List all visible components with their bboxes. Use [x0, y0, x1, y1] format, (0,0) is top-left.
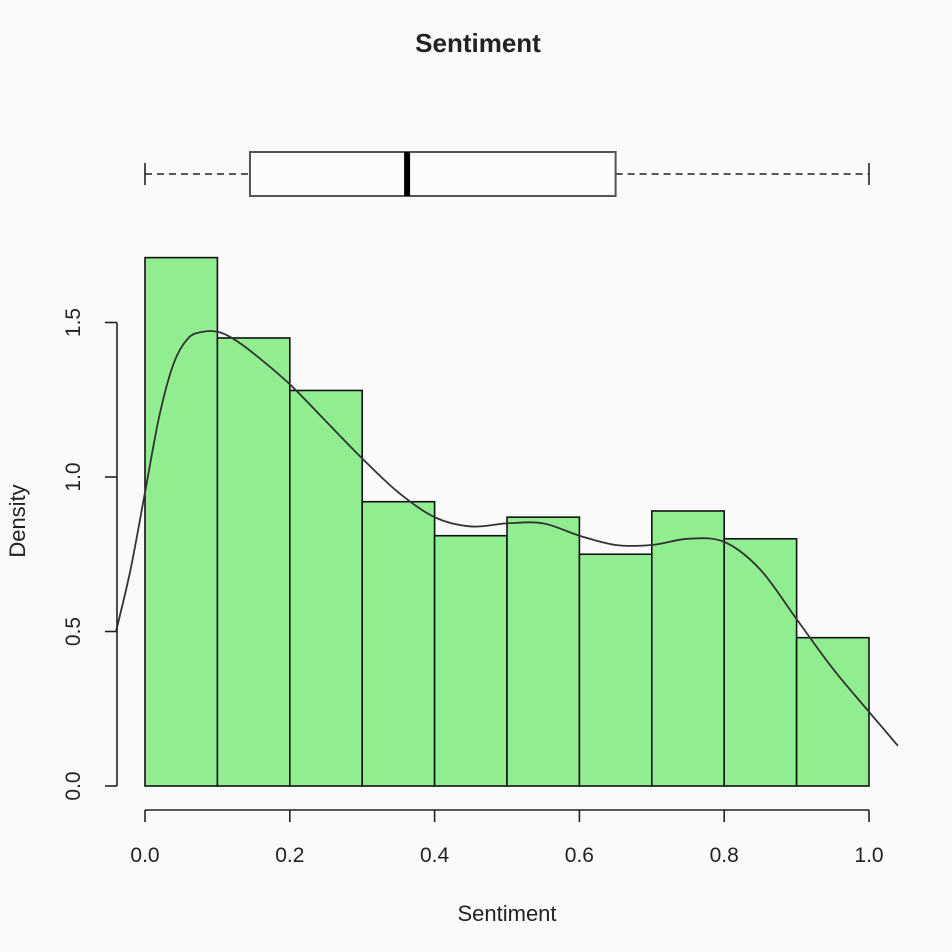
- histogram-bar-10: [795, 636, 870, 787]
- y-tick-label-3: 1.5: [62, 308, 85, 337]
- x-tick-label-5: 1.0: [854, 844, 883, 867]
- y-tick-label-2: 1.0: [62, 462, 85, 491]
- histogram-bar-9: [723, 537, 798, 787]
- histogram-bar-1: [144, 256, 219, 787]
- histogram-bar-5: [433, 534, 508, 787]
- histogram-bar-6: [506, 516, 581, 787]
- x-tick-label-2: 0.4: [420, 844, 450, 867]
- x-tick-label-4: 0.8: [710, 844, 739, 867]
- y-axis: 0.0 0.5 1.0 1.5: [62, 308, 118, 801]
- histogram-bar-4: [361, 500, 436, 787]
- x-axis: 0.0 0.2 0.4 0.6 0.8 1.0: [130, 809, 884, 867]
- histogram-bar-3: [288, 389, 363, 787]
- boxplot-box: [248, 151, 617, 197]
- histogram-bar-2: [216, 337, 291, 787]
- y-tick-label-1: 0.5: [62, 617, 85, 646]
- chart-title: Sentiment: [415, 28, 541, 58]
- histogram-bar-7: [578, 553, 653, 787]
- x-axis-label: Sentiment: [457, 901, 556, 926]
- x-tick-label-3: 0.6: [565, 844, 594, 867]
- x-tick-label-1: 0.2: [275, 844, 304, 867]
- y-tick-label-0: 0.0: [62, 771, 85, 800]
- histogram-bar-8: [650, 510, 725, 787]
- density-curve-group: [115, 330, 899, 747]
- boxplot: [144, 151, 870, 197]
- y-axis-label: Density: [5, 484, 30, 557]
- density-curve: [115, 330, 899, 747]
- x-tick-label-0: 0.0: [130, 844, 159, 867]
- histogram-bars: [144, 256, 870, 787]
